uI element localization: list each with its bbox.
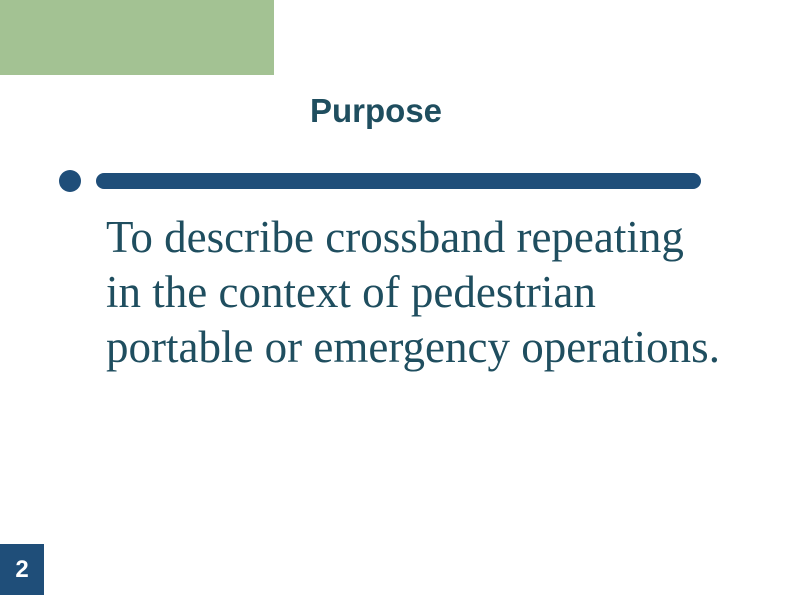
slide-body-text: To describe crossband repeating in the c… xyxy=(106,210,726,375)
divider-dot xyxy=(59,170,81,192)
divider-bar xyxy=(96,173,701,189)
page-number-text: 2 xyxy=(15,556,28,584)
slide-title: Purpose xyxy=(310,92,442,130)
page-number-badge: 2 xyxy=(0,544,44,595)
corner-accent-block xyxy=(0,0,274,75)
